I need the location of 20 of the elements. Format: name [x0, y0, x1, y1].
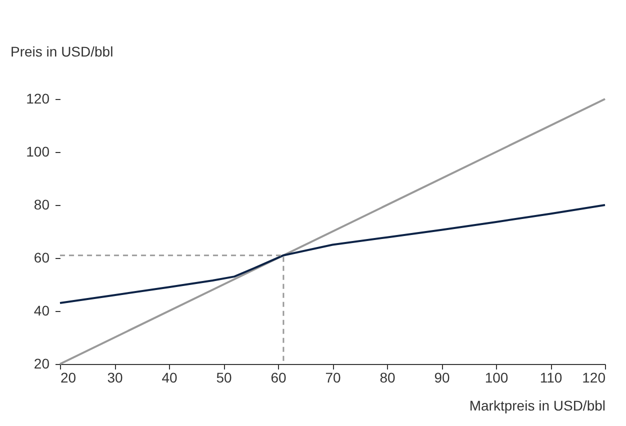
x-tick-label: 90 — [434, 370, 450, 386]
x-tick-label: 100 — [484, 370, 508, 386]
x-axis-title: Marktpreis in USD/bbl — [469, 398, 606, 414]
x-tick-label: 110 — [540, 370, 562, 386]
x-tick-label: 60 — [270, 370, 286, 386]
y-tick-label: 60 — [34, 250, 50, 266]
x-tick-label: 30 — [107, 370, 123, 386]
y-tick-label: 40 — [34, 302, 50, 318]
y-tick-label: 120 — [26, 90, 50, 106]
y-tick-label: 20 — [34, 356, 50, 372]
x-tick-label: 80 — [380, 370, 396, 386]
x-tick-label: 20 — [60, 370, 76, 386]
x-tick-label: 40 — [162, 370, 178, 386]
y-tick-label: 100 — [26, 144, 50, 160]
y-tick-label: 80 — [34, 196, 50, 212]
line-series — [59, 204, 606, 304]
x-tick-label: 50 — [216, 370, 232, 386]
y-axis-title: Preis in USD/bbl — [10, 44, 114, 60]
x-tick-label: 70 — [325, 370, 341, 386]
x-tick-label: 120 — [582, 370, 606, 386]
